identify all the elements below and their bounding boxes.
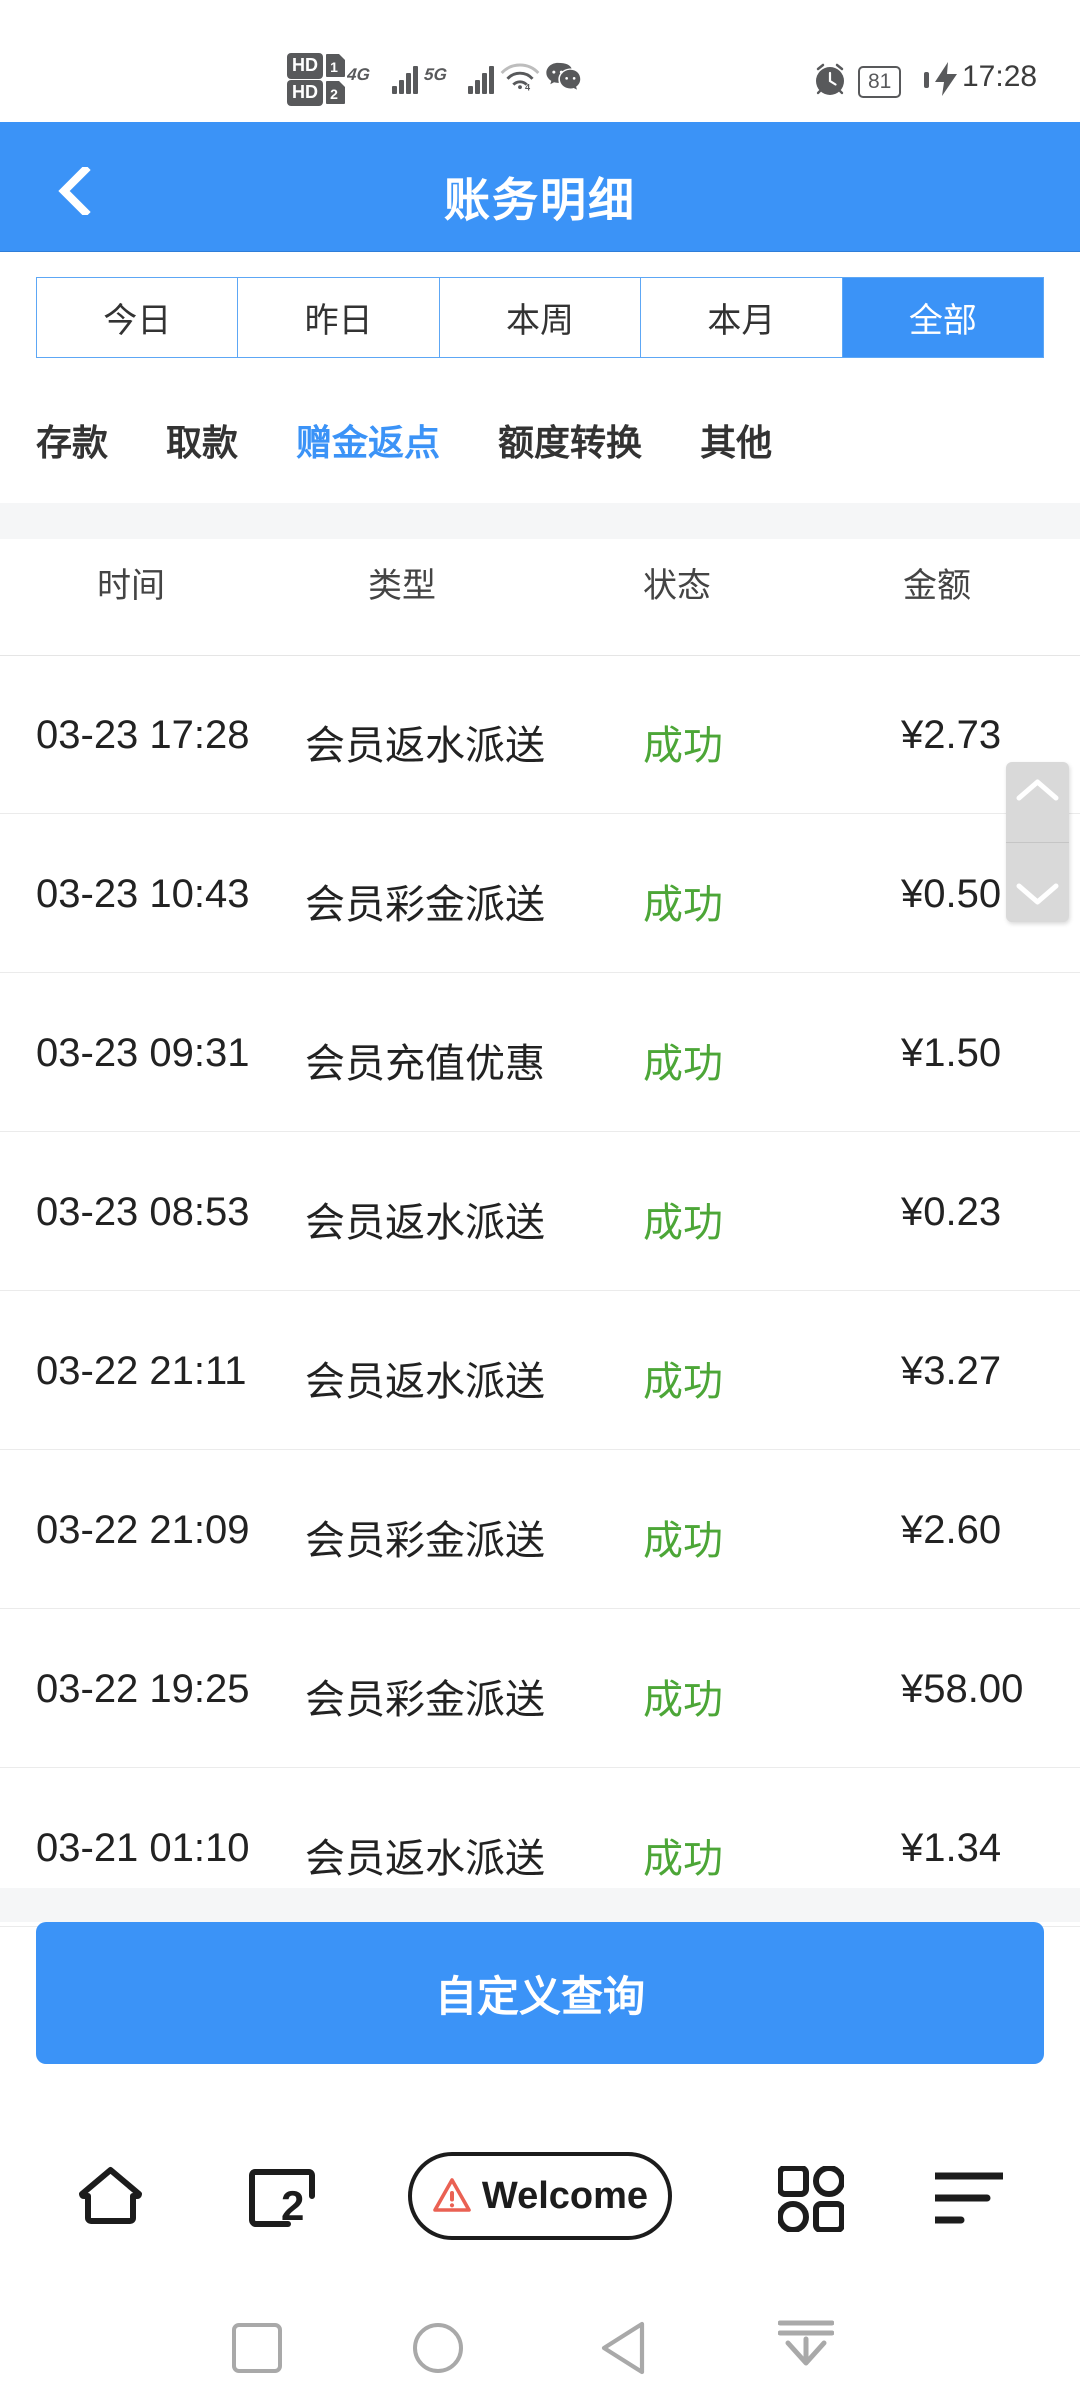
svg-text:1: 1 xyxy=(330,59,338,75)
svg-text:5G: 5G xyxy=(424,65,448,84)
svg-text:4: 4 xyxy=(525,83,531,93)
svg-text:2: 2 xyxy=(330,86,338,102)
svg-text:4G: 4G xyxy=(347,65,371,84)
svg-text:2: 2 xyxy=(281,2182,304,2229)
